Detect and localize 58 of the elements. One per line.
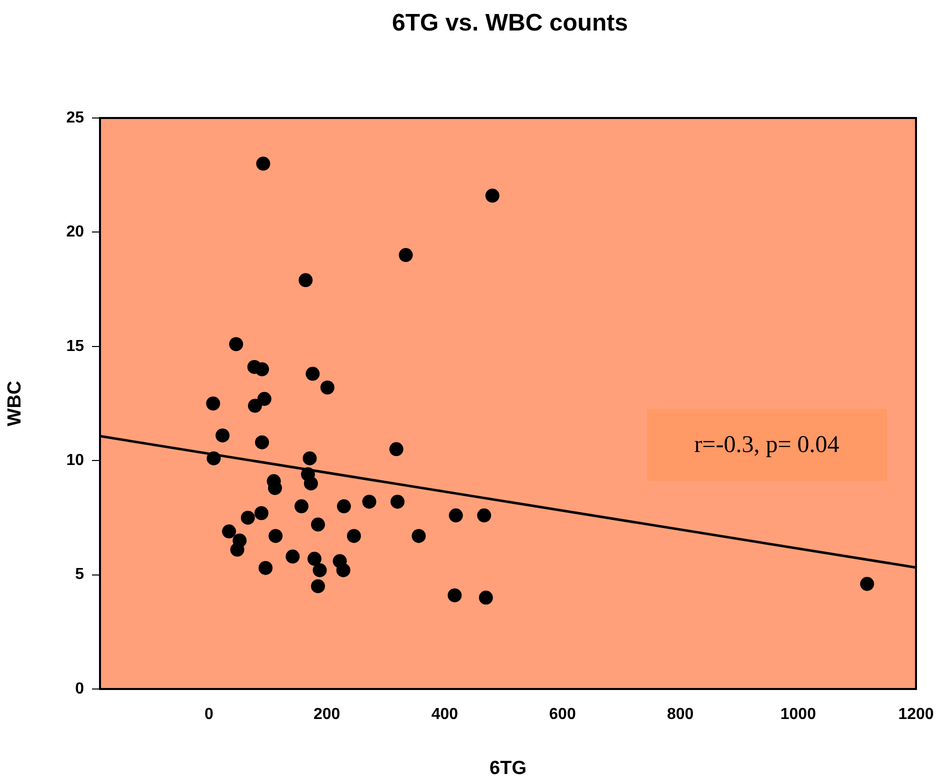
- y-tick-label: 20: [66, 224, 84, 241]
- point: [310, 579, 325, 594]
- x-tick-label: 400: [431, 706, 458, 724]
- point: [478, 590, 493, 605]
- y-axis-title: WBC: [4, 380, 26, 426]
- point: [268, 481, 282, 496]
- x-axis-title: 6TG: [490, 758, 526, 779]
- point: [398, 248, 413, 262]
- point: [298, 273, 313, 288]
- point: [256, 156, 270, 171]
- y-tick-label: 25: [66, 109, 84, 126]
- y-tick-label: 5: [75, 566, 84, 584]
- note-box: r=-0.3, p= 0.04: [646, 409, 887, 482]
- point: [257, 392, 272, 406]
- point: [268, 528, 283, 543]
- point: [307, 552, 322, 566]
- point: [448, 508, 463, 522]
- point: [310, 518, 325, 532]
- point: [389, 442, 404, 456]
- point: [477, 508, 492, 522]
- point: [230, 542, 244, 557]
- x-tick-label: 1000: [780, 706, 816, 724]
- point: [302, 451, 317, 466]
- point: [216, 428, 230, 442]
- point: [312, 563, 327, 578]
- point: [306, 366, 320, 381]
- x-tick-label: 1200: [898, 706, 934, 724]
- x-tick-label: 0: [204, 706, 214, 724]
- point: [240, 510, 255, 525]
- point: [255, 435, 270, 450]
- point: [412, 528, 426, 543]
- x-tick-label: 800: [666, 706, 694, 724]
- point: [304, 476, 318, 490]
- point: [286, 550, 300, 564]
- point: [254, 506, 268, 520]
- point: [390, 494, 405, 509]
- point: [346, 528, 361, 543]
- point: [206, 396, 220, 410]
- point: [258, 560, 273, 575]
- point: [485, 188, 500, 203]
- point: [229, 337, 244, 352]
- point: [255, 362, 270, 376]
- y-tick-label: 0: [75, 680, 84, 698]
- x-tick-label: 600: [549, 706, 576, 724]
- point: [336, 499, 351, 514]
- x-tick-label: 200: [313, 706, 340, 724]
- point: [248, 398, 262, 413]
- y-tick-label: 15: [66, 338, 84, 355]
- point: [206, 451, 221, 466]
- y-tick-label: 10: [66, 452, 84, 470]
- point: [336, 563, 350, 578]
- point: [294, 499, 308, 514]
- point: [448, 588, 462, 602]
- point: [860, 576, 874, 591]
- point: [362, 494, 376, 509]
- chart-title: 6TG vs. WBC counts: [392, 10, 628, 37]
- point: [222, 524, 236, 538]
- point: [320, 380, 334, 395]
